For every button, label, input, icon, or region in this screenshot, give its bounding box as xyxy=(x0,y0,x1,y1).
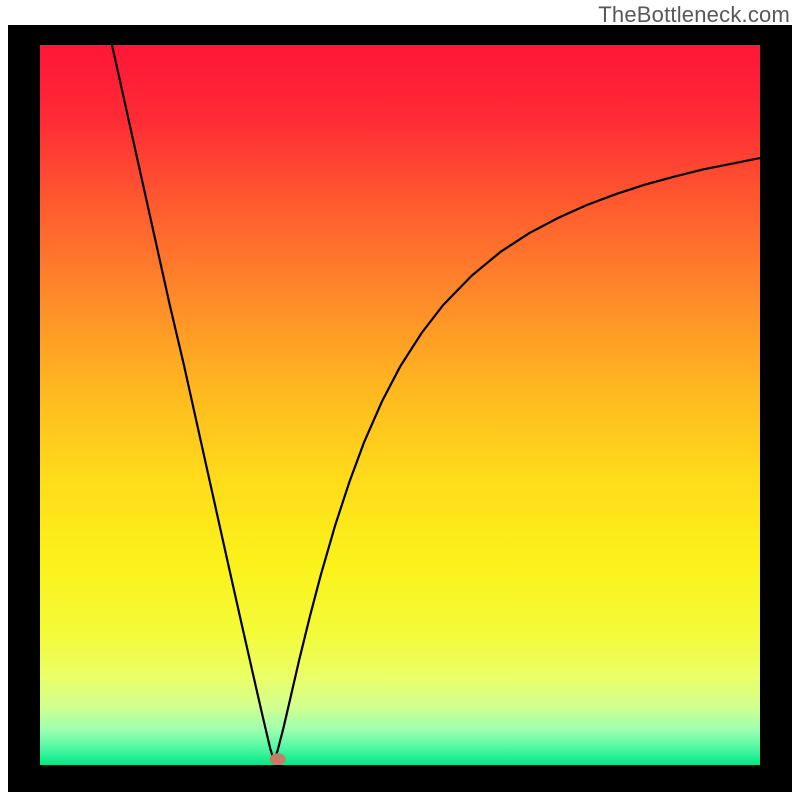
gradient-background xyxy=(40,45,760,765)
chart-container: TheBottleneck.com xyxy=(0,0,800,800)
vertex-marker xyxy=(270,753,286,765)
chart-svg xyxy=(40,45,760,765)
plot-area xyxy=(40,45,760,765)
watermark-text: TheBottleneck.com xyxy=(598,2,790,28)
